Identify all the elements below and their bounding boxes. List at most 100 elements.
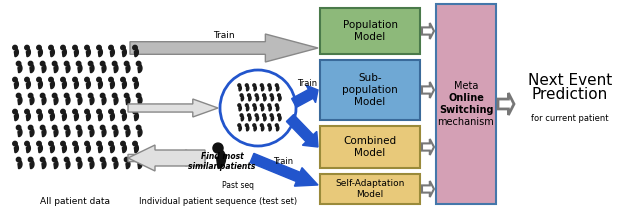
Polygon shape [126,128,130,137]
Circle shape [52,61,57,66]
Polygon shape [51,112,54,121]
Polygon shape [239,125,241,131]
Polygon shape [74,80,78,89]
Polygon shape [66,96,70,105]
Polygon shape [287,114,318,147]
Text: Train: Train [273,157,293,166]
Circle shape [52,93,57,98]
Text: mechanism: mechanism [438,117,494,127]
Polygon shape [18,96,22,105]
Polygon shape [26,80,30,89]
Polygon shape [122,144,126,153]
Circle shape [40,61,45,66]
Polygon shape [128,145,205,171]
Circle shape [17,125,21,130]
Circle shape [109,45,113,50]
Circle shape [52,125,57,130]
Polygon shape [246,85,249,91]
Circle shape [100,125,105,130]
Circle shape [28,61,33,66]
Polygon shape [62,144,67,153]
Polygon shape [269,125,271,131]
Polygon shape [114,64,118,73]
Polygon shape [38,112,42,121]
Polygon shape [261,105,264,111]
Polygon shape [239,105,241,111]
Circle shape [132,45,137,50]
Polygon shape [102,64,106,73]
Polygon shape [42,160,46,169]
Polygon shape [271,115,273,121]
Circle shape [132,77,137,82]
Polygon shape [78,160,82,169]
Polygon shape [66,64,70,73]
Polygon shape [90,64,94,73]
Circle shape [238,104,241,107]
Polygon shape [134,144,138,153]
Circle shape [100,157,105,162]
Circle shape [61,141,65,146]
Circle shape [278,94,280,97]
Circle shape [109,77,113,82]
Circle shape [270,94,273,97]
Polygon shape [264,115,266,121]
Polygon shape [102,96,106,105]
Circle shape [84,109,89,114]
Polygon shape [86,80,90,89]
Polygon shape [30,160,34,169]
Circle shape [76,157,81,162]
Circle shape [248,114,250,117]
Polygon shape [54,64,58,73]
Polygon shape [38,48,42,57]
Polygon shape [90,128,94,137]
Circle shape [100,93,105,98]
Polygon shape [99,112,102,121]
Circle shape [65,61,69,66]
Circle shape [84,77,89,82]
Polygon shape [30,64,34,73]
Polygon shape [264,95,266,101]
Polygon shape [276,105,279,111]
Circle shape [240,94,243,97]
Circle shape [17,93,21,98]
Polygon shape [114,96,118,105]
Polygon shape [271,95,273,101]
Circle shape [220,70,296,146]
Circle shape [248,94,250,97]
Circle shape [36,141,41,146]
Polygon shape [99,48,102,57]
Polygon shape [42,128,46,137]
Circle shape [275,104,278,107]
Circle shape [245,104,248,107]
Circle shape [253,104,255,107]
Polygon shape [250,153,318,186]
Circle shape [121,77,125,82]
FancyBboxPatch shape [320,8,420,54]
Circle shape [245,84,248,87]
Circle shape [113,61,117,66]
Circle shape [132,141,137,146]
Polygon shape [54,160,58,169]
Polygon shape [138,160,142,169]
Circle shape [253,84,255,87]
Circle shape [76,125,81,130]
Circle shape [121,45,125,50]
Polygon shape [62,112,67,121]
Circle shape [65,125,69,130]
Polygon shape [248,115,251,121]
Polygon shape [422,82,434,98]
Circle shape [40,157,45,162]
Text: Self-Adaptation
Model: Self-Adaptation Model [335,179,404,199]
Circle shape [49,77,53,82]
Circle shape [88,125,93,130]
Polygon shape [110,144,115,153]
Polygon shape [254,105,257,111]
Polygon shape [18,64,22,73]
Polygon shape [276,125,279,131]
Polygon shape [90,96,94,105]
Polygon shape [62,80,67,89]
Polygon shape [128,99,218,117]
Polygon shape [74,112,78,121]
Circle shape [76,93,81,98]
Polygon shape [122,48,126,57]
